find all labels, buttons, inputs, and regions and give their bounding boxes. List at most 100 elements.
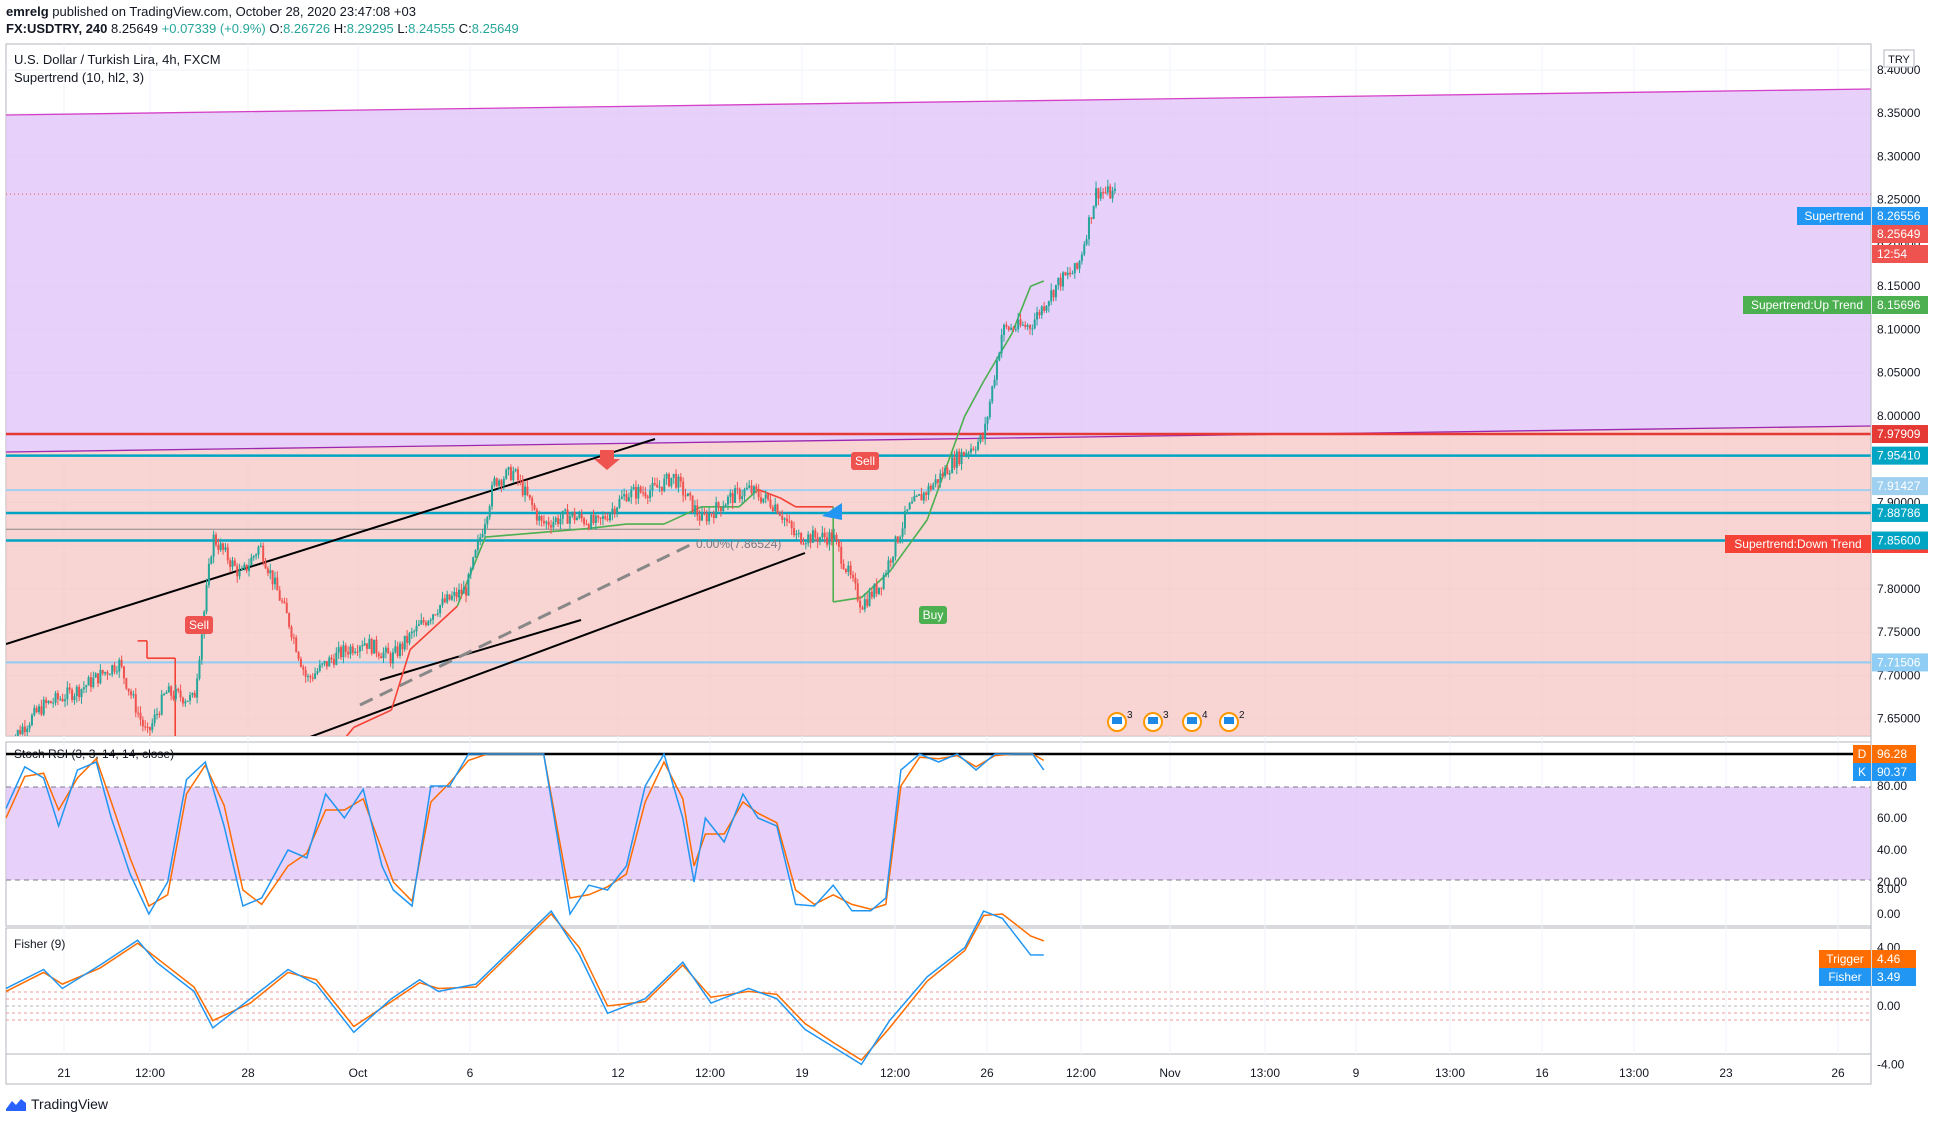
candle-body-229 [545,521,548,524]
time-tick: 28 [241,1066,255,1080]
time-tick: 23 [1719,1066,1733,1080]
event-badge-1[interactable]: 3 [1143,710,1169,732]
stoch-title[interactable]: Stoch RSI (3, 3, 14, 14, close) [14,747,174,761]
event-badge-0[interactable]: 3 [1107,710,1133,732]
candle-body-123 [295,637,298,653]
candle-body-62 [151,722,154,731]
candle-body-254 [604,516,607,519]
fisher-trigger-tag[interactable]: Trigger 4.46 [1819,950,1916,968]
candle-body-200 [476,540,479,551]
event-count: 4 [1202,710,1208,721]
candle-body-125 [299,658,302,667]
candle-body-164 [391,652,394,664]
time-axis[interactable] [5,1053,1872,1085]
candle-body-378 [896,536,899,543]
event-badge-2[interactable]: 4 [1182,710,1208,732]
supertrend-seg-23 [907,519,928,547]
candle-body-439 [1040,306,1043,316]
candle-body-68 [165,692,168,694]
candle-body-150 [358,646,361,652]
red-line-tag[interactable]: 7.97909 [1872,425,1928,444]
flag-field [1148,717,1158,724]
candle-body-210 [500,480,503,486]
candle-body-344 [816,537,819,542]
level1-tag-value: 7.95410 [1877,449,1921,463]
candle-body-300 [712,514,715,518]
sell-signal-1[interactable]: Sell [185,616,213,634]
level3-tag[interactable]: 7.88786 [1872,503,1928,522]
candle-body-13 [35,707,38,713]
candle-body-228 [542,520,545,524]
fisher-title[interactable]: Fisher (9) [14,937,65,951]
candle-body-56 [137,712,140,714]
candle-body-253 [601,516,604,519]
candle-body-444 [1052,290,1055,298]
candle-body-389 [922,492,925,501]
candle-body-326 [774,504,777,512]
supertrend-seg-8 [409,605,458,651]
candle-body-153 [365,643,368,649]
candle-body-448 [1062,272,1065,287]
buy-signal[interactable]: Buy [919,606,947,624]
candle-body-235 [559,518,562,525]
stoch-d-tag[interactable]: D 96.28 [1853,745,1916,763]
currency-badge[interactable] [1883,49,1915,68]
countdown-tag[interactable]: 12:54 [1872,245,1928,263]
candle-body-449 [1064,272,1067,276]
candle-body-293 [696,505,699,516]
candle-body-76 [184,701,187,704]
lower-purple-line [6,425,1871,453]
fisher-value-tag[interactable]: Fisher 3.49 [1819,968,1916,986]
candle-body-417 [988,401,991,418]
symbol-name[interactable]: FX:USDTRY, 240 [6,21,108,36]
candle-body-298 [708,513,711,522]
price-tick: 8.05000 [1877,366,1921,380]
zones [6,88,1871,736]
candle-body-187 [446,594,449,603]
low-label: L: [397,21,409,36]
candle-body-294 [698,515,701,521]
candle-body-322 [764,494,767,499]
footer-brand[interactable]: TradingView [31,1096,109,1112]
level4-tag[interactable]: 7.85600 [1872,531,1928,550]
supertrend-tag[interactable]: Supertrend 8.26556 [1797,207,1928,225]
candle-body-281 [667,473,670,487]
candle-body-429 [1017,319,1020,330]
level1-tag[interactable]: 7.95410 [1872,446,1928,465]
candle-body-54 [132,694,135,696]
event-count: 2 [1239,710,1245,721]
level2-tag[interactable]: 7.91427 [1872,477,1928,496]
candle-body-409 [969,448,972,453]
candle-body-162 [387,647,390,654]
candle-body-317 [752,486,755,494]
candle-body-234 [557,517,560,525]
candle-body-130 [311,677,314,679]
sell-signal-2[interactable]: Sell [851,452,879,470]
candle-body-174 [415,625,418,632]
up-trend-tag[interactable]: Supertrend:Up Trend 8.15696 [1743,296,1928,314]
candle-body-132 [316,671,319,674]
candle-body-41 [101,670,104,674]
author-name[interactable]: emrelg [6,4,49,19]
time-tick: 12:00 [135,1066,165,1080]
candle-body-328 [778,513,781,516]
candle-body-75 [181,697,184,704]
publish-info: emrelg published on TradingView.com, Oct… [6,4,416,19]
candle-body-262 [623,494,626,497]
candle-body-152 [363,643,366,646]
stoch-tick: 80.00 [1877,779,1907,793]
stoch-k-tag[interactable]: K 90.37 [1853,763,1916,781]
candle-body-189 [450,595,453,600]
candle-body-105 [252,556,255,558]
candle-body-120 [288,613,291,627]
level5-tag[interactable]: 7.71506 [1872,653,1928,672]
event-badge-3[interactable]: 2 [1219,710,1245,732]
candle-body-348 [826,537,829,545]
last-price-tag[interactable]: 8.25649 [1872,225,1928,243]
indicator-title[interactable]: Supertrend (10, hl2, 3) [14,70,144,85]
fisher-pane[interactable] [5,927,1872,1055]
candle-body-339 [804,543,807,545]
candle-body-17 [45,699,48,703]
candle-body-195 [465,587,468,596]
